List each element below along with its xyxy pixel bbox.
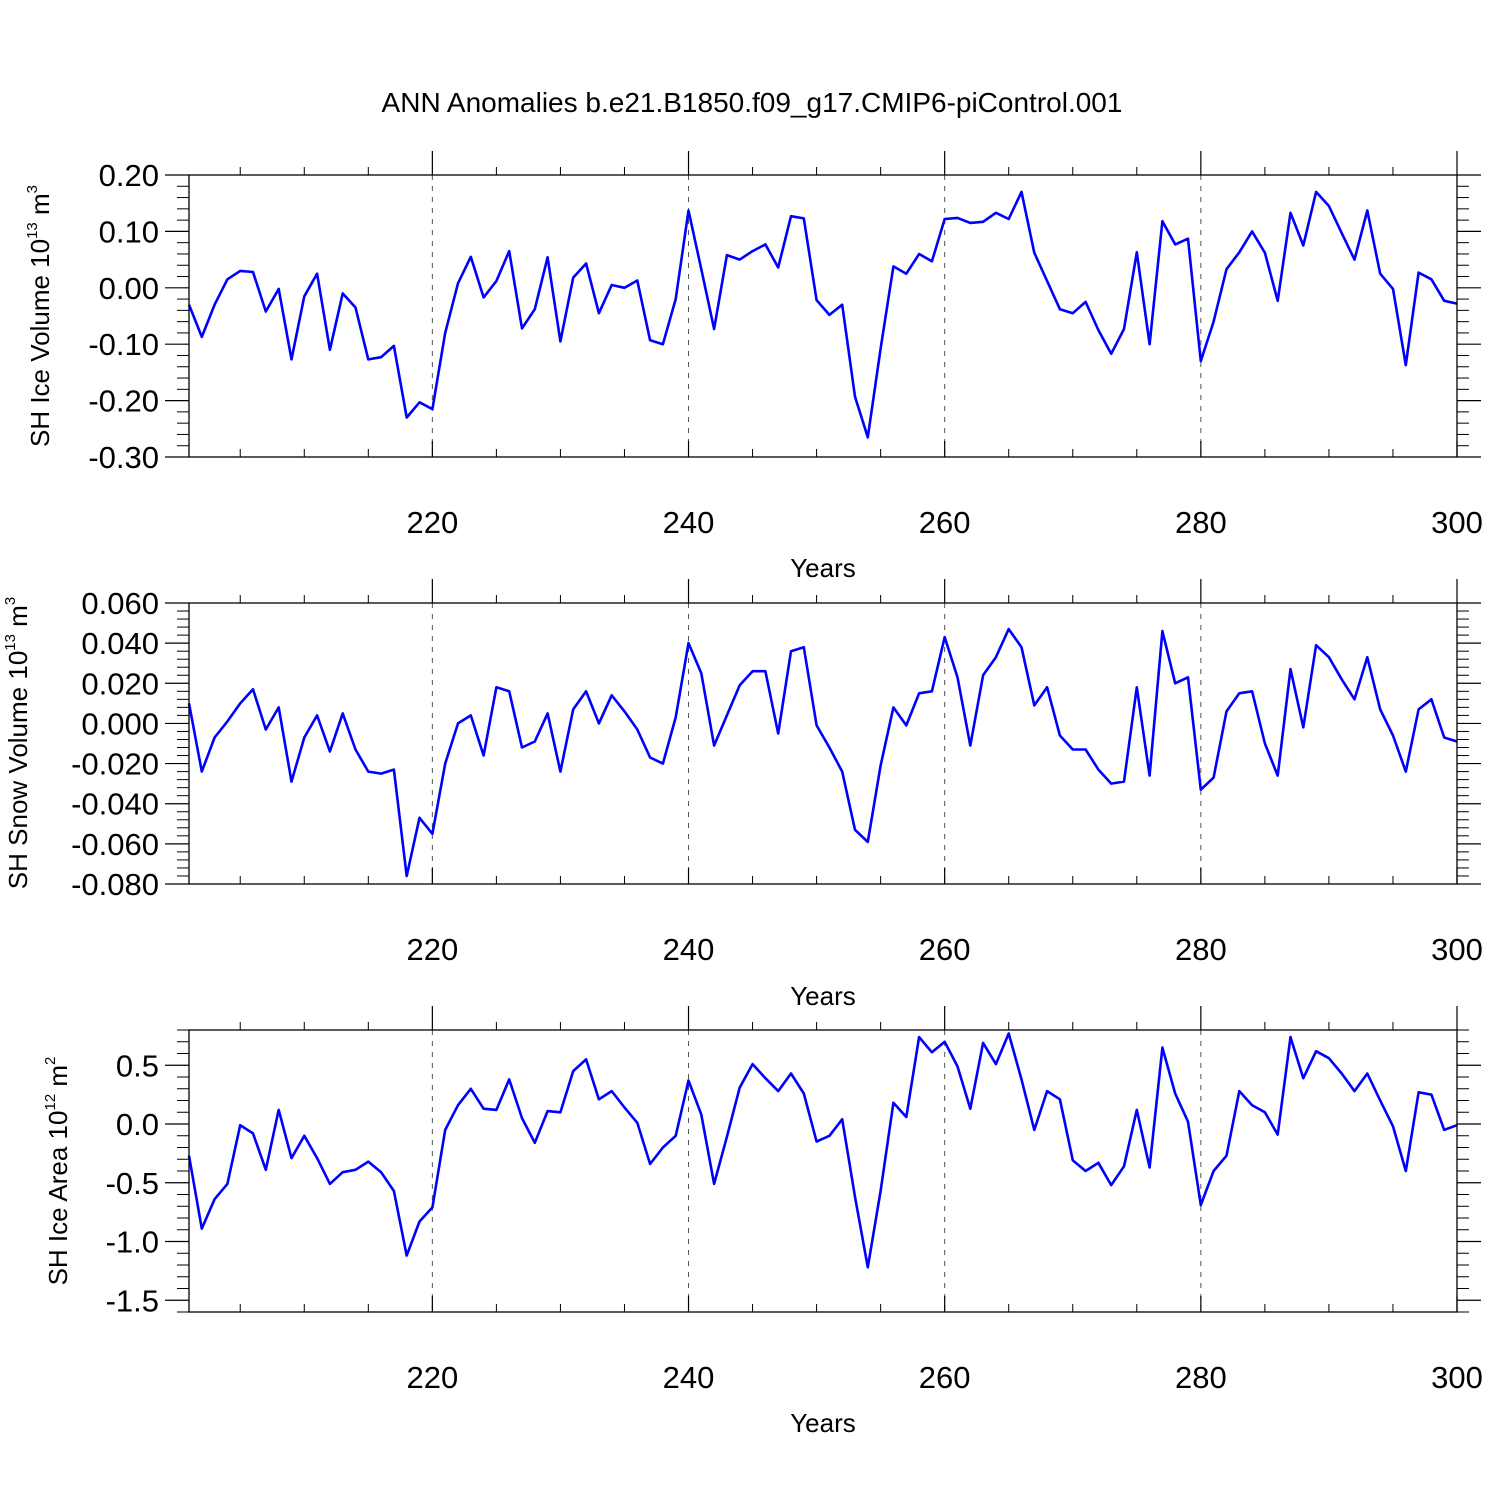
y-axis-label-part: m xyxy=(3,605,33,634)
y-axis-label-part: 12 xyxy=(42,1094,59,1111)
y-axis-label-part: SH Ice Volume 10 xyxy=(25,239,55,447)
y-tick-label: 0.060 xyxy=(81,586,159,621)
plot-frame xyxy=(188,602,1458,885)
figure-title: ANN Anomalies b.e21.B1850.f09_g17.CMIP6-… xyxy=(382,87,1123,118)
y-tick-label: 0.20 xyxy=(99,158,159,193)
x-axis-label: Years xyxy=(790,553,856,583)
y-tick-label: -0.040 xyxy=(71,787,159,822)
y-tick-label: -0.020 xyxy=(71,747,159,782)
y-tick-label: -0.10 xyxy=(88,327,159,362)
x-tick-label: 240 xyxy=(663,1360,715,1395)
x-tick-label: 220 xyxy=(406,1360,458,1395)
y-tick-label: 0.000 xyxy=(81,706,159,741)
y-axis-label: SH Ice Area 1012 m2 xyxy=(42,1057,73,1286)
panel-2: 220 240 260 280 300 -0.080 -0.060 -0.040 -0.020 0… xyxy=(2,579,1483,1011)
x-tick-label: 240 xyxy=(663,505,715,540)
y-tick-label: 0.00 xyxy=(99,271,159,306)
x-tick-label: 220 xyxy=(406,932,458,967)
y-axis-label: SH Snow Volume 1013 m3 xyxy=(2,597,33,889)
x-tick-label: 220 xyxy=(406,505,458,540)
y-tick-label: -0.20 xyxy=(88,384,159,419)
series-line xyxy=(187,190,1458,439)
y-tick-label: 0.020 xyxy=(81,666,159,701)
x-tick-label: 240 xyxy=(663,932,715,967)
x-tick-label: 280 xyxy=(1175,1360,1227,1395)
plot-frame xyxy=(188,1029,1458,1313)
y-tick-label: -1.0 xyxy=(106,1225,159,1260)
y-tick-label: 0.040 xyxy=(81,626,159,661)
y-tick-label: 0.5 xyxy=(116,1048,159,1083)
y-tick-label: -0.060 xyxy=(71,827,159,862)
x-tick-label: 280 xyxy=(1175,505,1227,540)
panel-3: 220 240 260 280 300 -1.5 -1.0 -0.5 0.0 0.5 Years SH… xyxy=(42,1006,1483,1438)
x-axis-label: Years xyxy=(790,1408,856,1438)
x-tick-label: 260 xyxy=(919,1360,971,1395)
x-tick-label: 300 xyxy=(1431,1360,1483,1395)
y-axis-label-part: 2 xyxy=(42,1057,59,1065)
x-tick-label: 260 xyxy=(919,932,971,967)
y-axis-label-part: m xyxy=(43,1065,73,1094)
y-axis-label-part: 13 xyxy=(2,634,19,651)
x-tick-label: 260 xyxy=(919,505,971,540)
y-axis-label-part: SH Ice Area 10 xyxy=(43,1111,73,1286)
series-line xyxy=(187,1032,1458,1269)
y-tick-label: -0.30 xyxy=(88,440,159,475)
y-axis-label: SH Ice Volume 1013 m3 xyxy=(24,185,55,447)
y-axis-label-part: 3 xyxy=(24,185,41,193)
y-axis-label-part: m xyxy=(25,193,55,222)
series-line xyxy=(187,627,1458,878)
x-axis-label: Years xyxy=(790,981,856,1011)
y-axis-label-part: SH Snow Volume 10 xyxy=(3,651,33,889)
x-tick-label: 280 xyxy=(1175,932,1227,967)
y-tick-label: -1.5 xyxy=(106,1283,159,1318)
y-tick-label: 0.0 xyxy=(116,1107,159,1142)
plot-frame xyxy=(188,174,1458,458)
y-tick-label: -0.5 xyxy=(106,1166,159,1201)
y-axis-label-part: 3 xyxy=(2,597,19,605)
x-tick-label: 300 xyxy=(1431,932,1483,967)
y-tick-label: -0.080 xyxy=(71,867,159,902)
y-tick-label: 0.10 xyxy=(99,214,159,249)
panel-1: 220 240 260 280 300 -0.30 -0.20 -0.10 0.00 0.10 0.… xyxy=(24,151,1483,583)
y-axis-label-part: 13 xyxy=(24,222,41,239)
x-tick-label: 300 xyxy=(1431,505,1483,540)
